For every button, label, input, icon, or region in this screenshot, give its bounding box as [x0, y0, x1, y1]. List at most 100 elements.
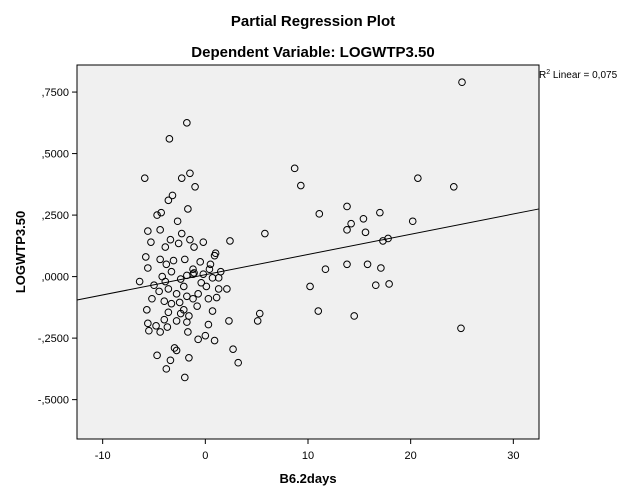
data-point	[205, 265, 214, 274]
x-tick-label: 30	[507, 450, 519, 462]
fit-line	[76, 208, 540, 301]
data-point	[172, 346, 181, 355]
data-point	[191, 182, 199, 191]
data-point	[408, 217, 417, 226]
data-point	[167, 299, 176, 308]
data-point	[361, 228, 370, 237]
data-point	[208, 307, 217, 315]
x-axis-label: B6.2days	[279, 471, 336, 486]
data-point	[153, 351, 161, 360]
data-point	[174, 239, 183, 248]
data-point	[190, 243, 198, 251]
y-tick-label: ,5000	[41, 149, 69, 161]
y-tick-label: -,5000	[38, 395, 69, 407]
data-point	[162, 260, 171, 269]
data-point	[140, 174, 149, 182]
data-point	[363, 260, 372, 269]
y-axis-label: LOGWTP3.50	[13, 211, 28, 293]
y-tick-label: -,2500	[38, 333, 69, 345]
data-point	[347, 219, 355, 228]
data-point	[457, 324, 465, 333]
data-point	[160, 297, 169, 306]
data-point	[343, 226, 351, 234]
data-point	[184, 328, 192, 336]
data-point	[156, 328, 164, 336]
data-point	[458, 78, 466, 87]
data-point	[153, 211, 161, 219]
x-tick-label: 20	[405, 450, 417, 462]
data-point	[297, 181, 305, 190]
data-point	[186, 169, 194, 178]
data-point	[343, 202, 351, 211]
data-point	[261, 229, 269, 238]
data-point	[148, 294, 156, 303]
x-tick-label: -10	[95, 450, 111, 462]
data-point	[172, 317, 181, 325]
data-point	[343, 260, 351, 269]
y-tick-label: ,7500	[41, 87, 69, 99]
data-point	[214, 285, 223, 293]
data-point	[183, 119, 191, 127]
data-point	[152, 322, 160, 330]
chart-subtitle: Dependent Variable: LOGWTP3.50	[191, 44, 435, 61]
data-point	[306, 282, 314, 291]
data-point	[255, 309, 264, 318]
data-point	[166, 235, 175, 244]
data-point	[167, 267, 176, 276]
data-point	[189, 265, 197, 274]
data-point	[189, 270, 197, 278]
data-point	[226, 237, 234, 245]
data-point	[144, 319, 152, 328]
data-point	[157, 208, 165, 217]
data-point	[150, 281, 158, 290]
data-point	[183, 318, 191, 326]
data-point	[169, 256, 178, 265]
fit-label-prefix: R	[539, 70, 546, 81]
data-point	[210, 336, 219, 345]
data-point	[193, 302, 201, 310]
data-point	[181, 373, 189, 382]
data-point	[147, 238, 155, 246]
data-point	[156, 226, 164, 234]
data-point	[350, 312, 359, 320]
data-point	[314, 307, 323, 315]
data-point	[160, 315, 169, 324]
data-point	[177, 229, 186, 238]
data-point	[201, 331, 210, 340]
data-point	[179, 306, 188, 314]
x-tick-label: 0	[202, 450, 208, 462]
data-point	[196, 258, 204, 266]
data-point	[290, 164, 299, 173]
data-point	[211, 249, 220, 258]
data-point	[414, 174, 422, 182]
data-point	[176, 275, 185, 283]
data-point	[315, 210, 324, 218]
plot-area	[76, 64, 540, 440]
y-tick-label: ,0000	[41, 272, 69, 284]
data-point	[164, 285, 173, 293]
data-point	[164, 196, 173, 205]
data-point	[204, 294, 213, 303]
data-point	[376, 208, 384, 217]
x-tick-label: 10	[302, 450, 314, 462]
data-point	[234, 358, 242, 367]
data-point	[214, 274, 223, 282]
data-point	[181, 255, 189, 264]
data-point	[379, 237, 387, 245]
data-point	[202, 282, 211, 291]
data-point	[229, 345, 237, 353]
data-point	[156, 255, 164, 264]
data-point	[144, 264, 152, 272]
data-point	[206, 260, 215, 269]
data-point	[385, 280, 393, 288]
data-point	[164, 308, 173, 317]
data-point	[189, 294, 197, 303]
fit-line-label: R2 Linear = 0,075	[539, 69, 618, 81]
data-point	[377, 264, 385, 272]
data-point	[166, 356, 175, 365]
data-point	[135, 277, 144, 286]
data-point	[161, 243, 170, 251]
data-point	[194, 335, 202, 344]
data-point	[321, 265, 330, 274]
